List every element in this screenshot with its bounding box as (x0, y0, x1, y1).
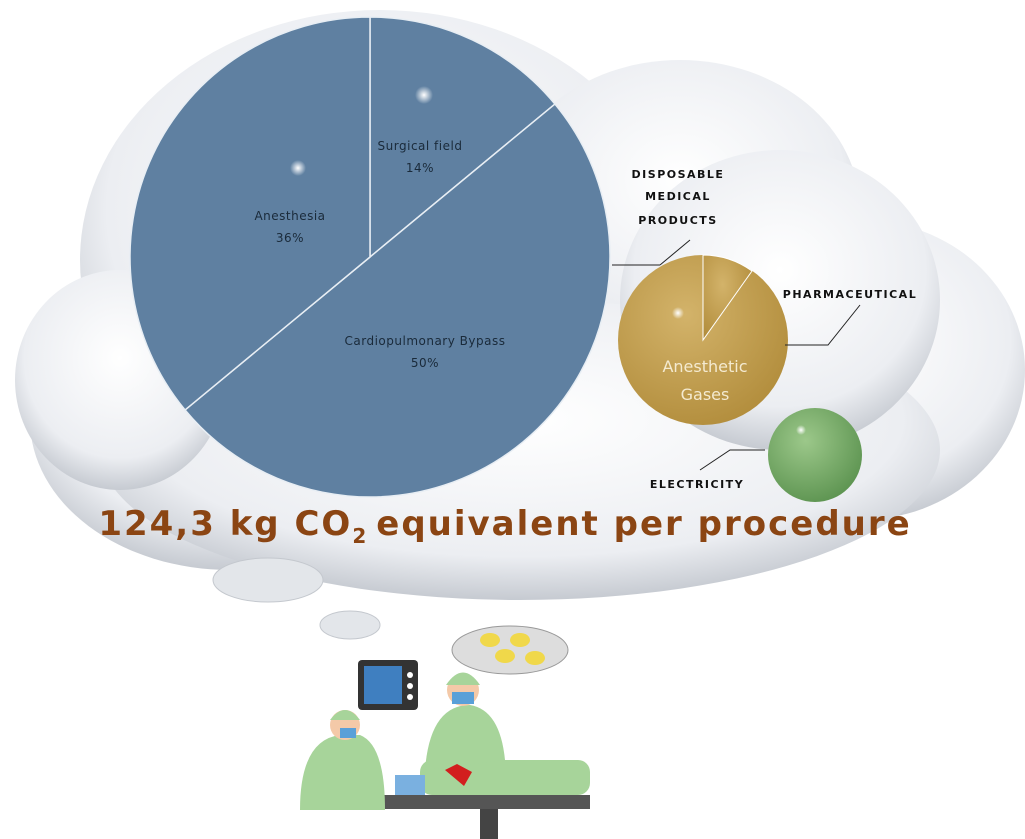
slice-value: 14% (406, 161, 434, 175)
pie-slice (369, 16, 556, 259)
highlight (290, 160, 306, 176)
pie-slice (129, 16, 371, 412)
highlight (672, 307, 684, 319)
slice-label: Surgical field (378, 139, 463, 153)
headline-text: equivalent per procedure (376, 504, 911, 544)
slice-label: Cardiopulmonary Bypass (345, 334, 506, 348)
category-title: ELECTRICITY (650, 478, 744, 491)
headline-sub: 2 (352, 524, 368, 548)
pie-chart: Surgical field 14% Cardiopulmonary Bypass 5… (129, 16, 611, 498)
pharmaceutical-label: Anesthetic (662, 357, 747, 376)
highlight (796, 425, 806, 435)
thought-bubbles (212, 557, 381, 640)
surgery-illustration (300, 625, 590, 839)
category-title: DISPOSABLE (632, 168, 725, 181)
category-title: MEDICAL (645, 190, 711, 203)
category-title: PHARMACEUTICAL (783, 288, 917, 301)
leader-line (699, 449, 765, 471)
category-title: PRODUCTS (638, 214, 717, 227)
slice-value: 36% (276, 231, 304, 245)
leader-line (785, 304, 861, 346)
highlight (415, 86, 433, 104)
slice-value: 50% (411, 356, 439, 370)
electricity-circle (768, 408, 862, 502)
pharmaceutical-slice (702, 254, 753, 342)
headline-text: 124,3 kg CO (98, 504, 352, 544)
pie-slice (184, 102, 611, 498)
slice-label: Anesthesia (254, 209, 325, 223)
headline: 124,3 kg CO2 equivalent per procedure (98, 504, 911, 548)
pharmaceutical-label: Gases (681, 385, 730, 404)
